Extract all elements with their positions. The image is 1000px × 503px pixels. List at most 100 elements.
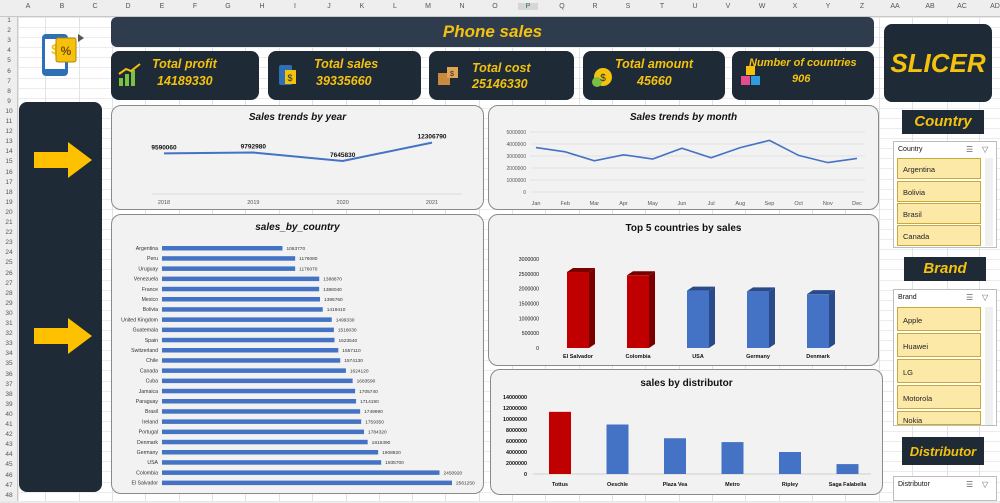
row-header-33[interactable]: 33 bbox=[5, 340, 13, 348]
slicer-item-country[interactable]: Argentina bbox=[897, 158, 981, 179]
row-header-5[interactable]: 5 bbox=[7, 57, 11, 65]
clear-filter-icon[interactable]: ▽ bbox=[982, 293, 989, 302]
column-header-F[interactable]: F bbox=[192, 3, 198, 10]
clear-filter-icon[interactable]: ▽ bbox=[982, 480, 989, 489]
column-header-E[interactable]: E bbox=[159, 3, 165, 10]
row-header-44[interactable]: 44 bbox=[5, 451, 13, 459]
row-header-45[interactable]: 45 bbox=[5, 461, 13, 469]
slicer-item-brand[interactable]: LG bbox=[897, 359, 981, 383]
clear-filter-icon[interactable]: ▽ bbox=[982, 145, 989, 154]
row-header-21[interactable]: 21 bbox=[5, 219, 13, 226]
row-header-16[interactable]: 16 bbox=[5, 168, 13, 176]
column-header-AC[interactable]: AC bbox=[957, 3, 967, 10]
row-header-8[interactable]: 8 bbox=[7, 87, 11, 95]
row-header-37[interactable]: 37 bbox=[5, 380, 13, 388]
column-header-W[interactable]: W bbox=[758, 3, 766, 10]
country-slicer[interactable]: Country ☰ ▽ Argentina Bolivia Brasil Can… bbox=[893, 141, 997, 248]
column-header-Z[interactable]: Z bbox=[859, 3, 865, 10]
column-header-G[interactable]: G bbox=[225, 3, 231, 10]
slicer-scrollbar[interactable] bbox=[985, 307, 993, 425]
slicer-item-brand[interactable]: Nokia bbox=[897, 411, 981, 425]
row-header-1[interactable]: 1 bbox=[7, 17, 11, 24]
column-header-AB[interactable]: AB bbox=[925, 3, 935, 10]
row-header-29[interactable]: 29 bbox=[5, 299, 13, 307]
multi-select-icon[interactable]: ☰ bbox=[966, 480, 974, 489]
column-header-B[interactable]: B bbox=[59, 3, 65, 10]
row-header-28[interactable]: 28 bbox=[5, 289, 13, 297]
row-header-38[interactable]: 38 bbox=[5, 390, 13, 398]
row-header-46[interactable]: 46 bbox=[5, 471, 13, 479]
column-header-H[interactable]: H bbox=[259, 3, 265, 10]
multi-select-icon[interactable]: ☰ bbox=[966, 293, 974, 302]
slicer-item-country[interactable]: Brasil bbox=[897, 203, 981, 224]
row-header-31[interactable]: 31 bbox=[5, 320, 13, 327]
slicer-item-brand[interactable]: Huawei bbox=[897, 333, 981, 357]
row-header-43[interactable]: 43 bbox=[5, 441, 13, 449]
row-header-35[interactable]: 35 bbox=[5, 360, 13, 368]
row-header-34[interactable]: 34 bbox=[5, 350, 13, 358]
column-header-X[interactable]: X bbox=[792, 3, 798, 10]
slicer-item-country[interactable]: Bolivia bbox=[897, 181, 981, 202]
row-header-17[interactable]: 17 bbox=[5, 178, 13, 186]
row-header-36[interactable]: 36 bbox=[5, 370, 13, 378]
row-header-25[interactable]: 25 bbox=[5, 259, 13, 267]
column-header-M[interactable]: M bbox=[425, 3, 431, 10]
row-header-32[interactable]: 32 bbox=[5, 330, 13, 338]
brand-slicer[interactable]: Brand ☰ ▽ Apple Huawei LG Motorola Nokia bbox=[893, 289, 997, 426]
slicer-item-country[interactable]: Canada bbox=[897, 225, 981, 246]
row-header-13[interactable]: 13 bbox=[5, 138, 13, 146]
column-header-T[interactable]: T bbox=[659, 3, 665, 10]
column-header-A[interactable]: A bbox=[25, 3, 31, 10]
row-header-19[interactable]: 19 bbox=[5, 198, 13, 206]
column-header-AA[interactable]: AA bbox=[890, 3, 900, 10]
slicer-item-brand[interactable]: Motorola bbox=[897, 385, 981, 409]
row-header-42[interactable]: 42 bbox=[5, 431, 13, 439]
column-header-L[interactable]: L bbox=[393, 3, 397, 10]
row-header-22[interactable]: 22 bbox=[5, 229, 13, 237]
row-header-14[interactable]: 14 bbox=[5, 148, 13, 156]
row-header-24[interactable]: 24 bbox=[5, 249, 13, 257]
column-header-AD[interactable]: AD bbox=[990, 3, 1000, 10]
column-header-Y[interactable]: Y bbox=[825, 3, 831, 10]
row-header-20[interactable]: 20 bbox=[5, 208, 13, 216]
column-header-R[interactable]: R bbox=[592, 3, 598, 10]
column-header-S[interactable]: S bbox=[625, 3, 631, 10]
column-header-V[interactable]: V bbox=[725, 3, 731, 10]
multi-select-icon[interactable]: ☰ bbox=[966, 145, 974, 154]
row-header-12[interactable]: 12 bbox=[5, 128, 13, 136]
row-header-10[interactable]: 10 bbox=[5, 107, 13, 115]
row-header-47[interactable]: 47 bbox=[5, 481, 13, 489]
row-header-23[interactable]: 23 bbox=[5, 239, 13, 247]
column-header-Q[interactable]: Q bbox=[559, 3, 565, 10]
row-header-39[interactable]: 39 bbox=[5, 400, 13, 408]
row-header-30[interactable]: 30 bbox=[5, 309, 13, 317]
column-header-O[interactable]: O bbox=[492, 3, 498, 10]
data-label: 1063770 bbox=[286, 246, 305, 252]
row-header-15[interactable]: 15 bbox=[5, 158, 13, 166]
column-header-K[interactable]: K bbox=[359, 3, 365, 10]
row-header-7[interactable]: 7 bbox=[7, 77, 11, 85]
row-header-48[interactable]: 48 bbox=[5, 491, 13, 499]
column-header-C[interactable]: C bbox=[92, 3, 98, 10]
slicer-scrollbar[interactable] bbox=[985, 158, 993, 246]
column-header-U[interactable]: U bbox=[692, 3, 698, 10]
row-header-2[interactable]: 2 bbox=[7, 27, 11, 35]
row-header-4[interactable]: 4 bbox=[7, 47, 11, 55]
column-header-D[interactable]: D bbox=[125, 3, 131, 10]
row-header-9[interactable]: 9 bbox=[7, 97, 11, 105]
column-header-P[interactable]: P bbox=[518, 3, 538, 10]
column-header-N[interactable]: N bbox=[459, 3, 465, 10]
distributor-slicer[interactable]: Distributor ☰ ▽ bbox=[893, 476, 997, 501]
x-tick-label: Oct bbox=[794, 201, 803, 207]
row-header-6[interactable]: 6 bbox=[7, 67, 11, 75]
row-header-11[interactable]: 11 bbox=[5, 118, 13, 125]
column-header-I[interactable]: I bbox=[294, 3, 296, 10]
row-header-41[interactable]: 41 bbox=[5, 421, 13, 428]
row-header-3[interactable]: 3 bbox=[7, 37, 11, 45]
row-header-40[interactable]: 40 bbox=[5, 410, 13, 418]
row-header-26[interactable]: 26 bbox=[5, 269, 13, 277]
column-header-J[interactable]: J bbox=[327, 3, 331, 10]
row-header-18[interactable]: 18 bbox=[5, 188, 13, 196]
slicer-item-brand[interactable]: Apple bbox=[897, 307, 981, 331]
row-header-27[interactable]: 27 bbox=[5, 279, 13, 287]
